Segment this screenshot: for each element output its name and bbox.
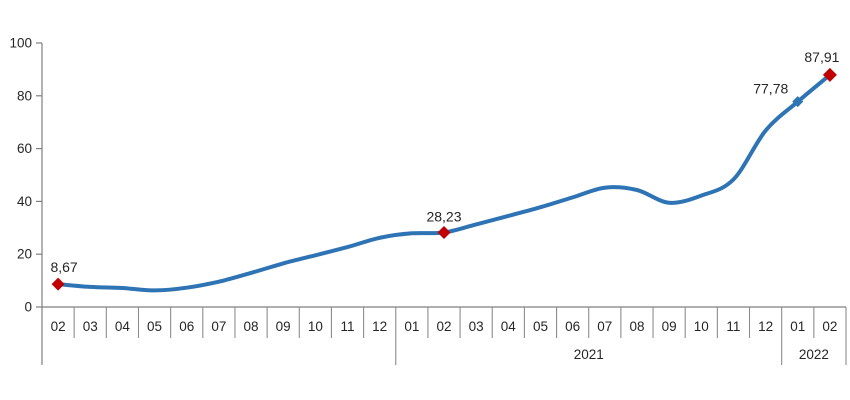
month-label: 05 bbox=[147, 319, 162, 334]
month-label: 11 bbox=[341, 319, 355, 334]
y-tick-label: 40 bbox=[17, 194, 32, 209]
month-label: 07 bbox=[211, 319, 226, 334]
month-label: 10 bbox=[694, 319, 709, 334]
month-label: 12 bbox=[758, 319, 773, 334]
month-label: 09 bbox=[276, 319, 291, 334]
data-point-marker bbox=[792, 96, 804, 108]
data-annotations: 8,67 28,23 77,78 87,91 bbox=[50, 49, 840, 291]
month-label: 10 bbox=[308, 319, 323, 334]
data-point-label: 8,67 bbox=[50, 259, 77, 275]
month-label: 07 bbox=[597, 319, 612, 334]
month-label: 02 bbox=[51, 319, 66, 334]
month-label: 02 bbox=[436, 319, 451, 334]
y-tick-label: 0 bbox=[24, 300, 32, 315]
month-label: 01 bbox=[404, 319, 419, 334]
month-label: 03 bbox=[83, 319, 98, 334]
year-label: 2021 bbox=[574, 347, 604, 362]
month-label: 06 bbox=[179, 319, 194, 334]
year-labels: 2021 2022 bbox=[574, 347, 829, 362]
year-label: 2022 bbox=[799, 347, 829, 362]
data-point-marker bbox=[822, 67, 837, 82]
month-label: 02 bbox=[822, 319, 837, 334]
data-series-line bbox=[56, 72, 832, 293]
data-point-label: 87,91 bbox=[804, 49, 839, 65]
month-label: 01 bbox=[790, 319, 805, 334]
y-tick-label: 20 bbox=[17, 247, 32, 262]
data-point-marker bbox=[51, 277, 65, 291]
month-label: 11 bbox=[726, 319, 740, 334]
month-label: 06 bbox=[565, 319, 580, 334]
y-tick-label: 100 bbox=[9, 36, 32, 51]
data-point-label: 28,23 bbox=[426, 208, 461, 224]
y-tick-label: 80 bbox=[17, 88, 32, 103]
month-label: 05 bbox=[533, 319, 548, 334]
data-point-label: 77,78 bbox=[753, 81, 788, 97]
month-label: 04 bbox=[115, 319, 131, 334]
month-label: 08 bbox=[629, 319, 644, 334]
month-label: 03 bbox=[469, 319, 484, 334]
month-label: 09 bbox=[662, 319, 677, 334]
month-label: 04 bbox=[501, 319, 517, 334]
month-label: 12 bbox=[372, 319, 387, 334]
month-label: 08 bbox=[244, 319, 259, 334]
y-tick-label: 60 bbox=[17, 141, 32, 156]
data-point-marker bbox=[437, 225, 451, 239]
month-labels: 02 03 04 05 06 07 08 09 10 11 12 01 02 03 04 05 06 07 08 09… bbox=[51, 319, 838, 334]
